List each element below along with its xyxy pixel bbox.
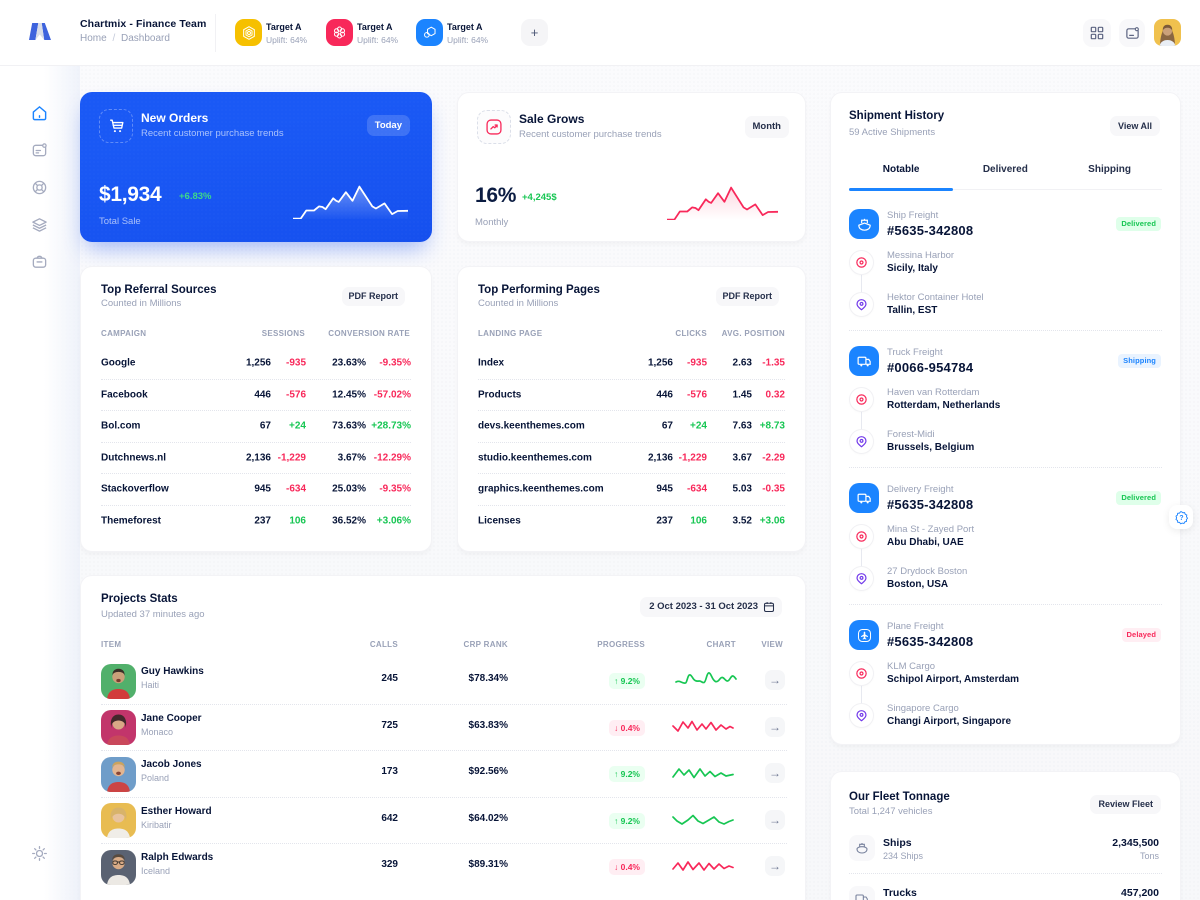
svg-text:?: ? bbox=[1179, 515, 1183, 522]
